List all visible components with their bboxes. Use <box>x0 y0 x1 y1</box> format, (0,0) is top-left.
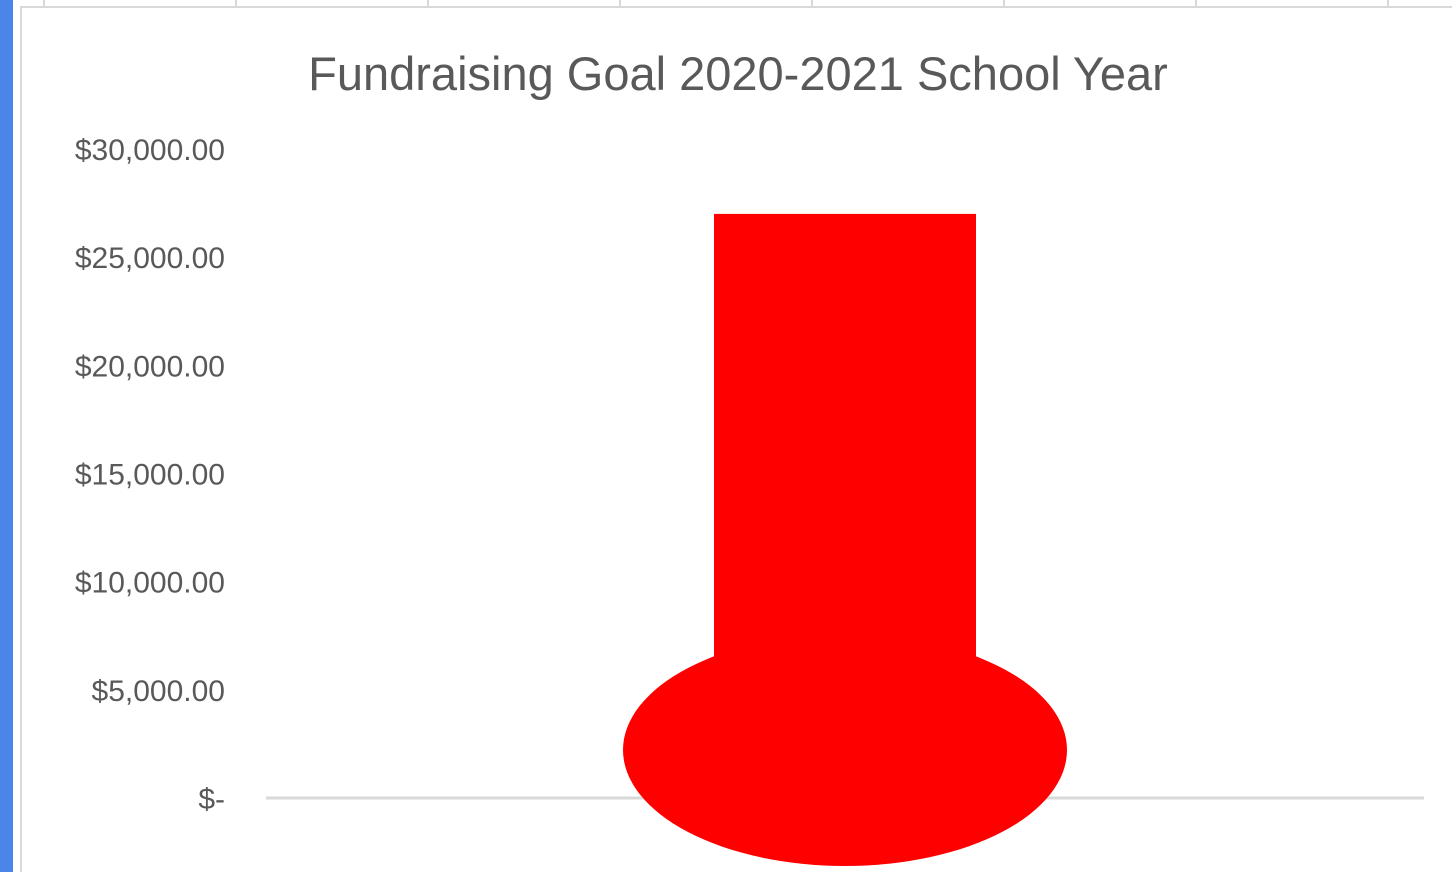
sheet-left-accent-bar <box>0 0 13 872</box>
bar-series <box>623 213 1067 866</box>
y-axis-tick-labels: $- $5,000.00 $10,000.00 $15,000.00 $20,000.0… <box>75 134 225 816</box>
y-tick-label: $15,000.00 <box>75 459 225 492</box>
y-tick-label: $5,000.00 <box>92 675 225 708</box>
sheet-column-ticks <box>43 0 1389 6</box>
y-tick-label: $25,000.00 <box>75 242 225 275</box>
y-tick-label: $20,000.00 <box>75 350 225 383</box>
y-tick-label: $30,000.00 <box>75 134 225 167</box>
y-tick-label: $- <box>198 783 225 816</box>
chart-title: Fundraising Goal 2020-2021 School Year <box>308 47 1168 100</box>
y-tick-label: $10,000.00 <box>75 567 225 600</box>
thermometer-bulb <box>623 634 1067 866</box>
